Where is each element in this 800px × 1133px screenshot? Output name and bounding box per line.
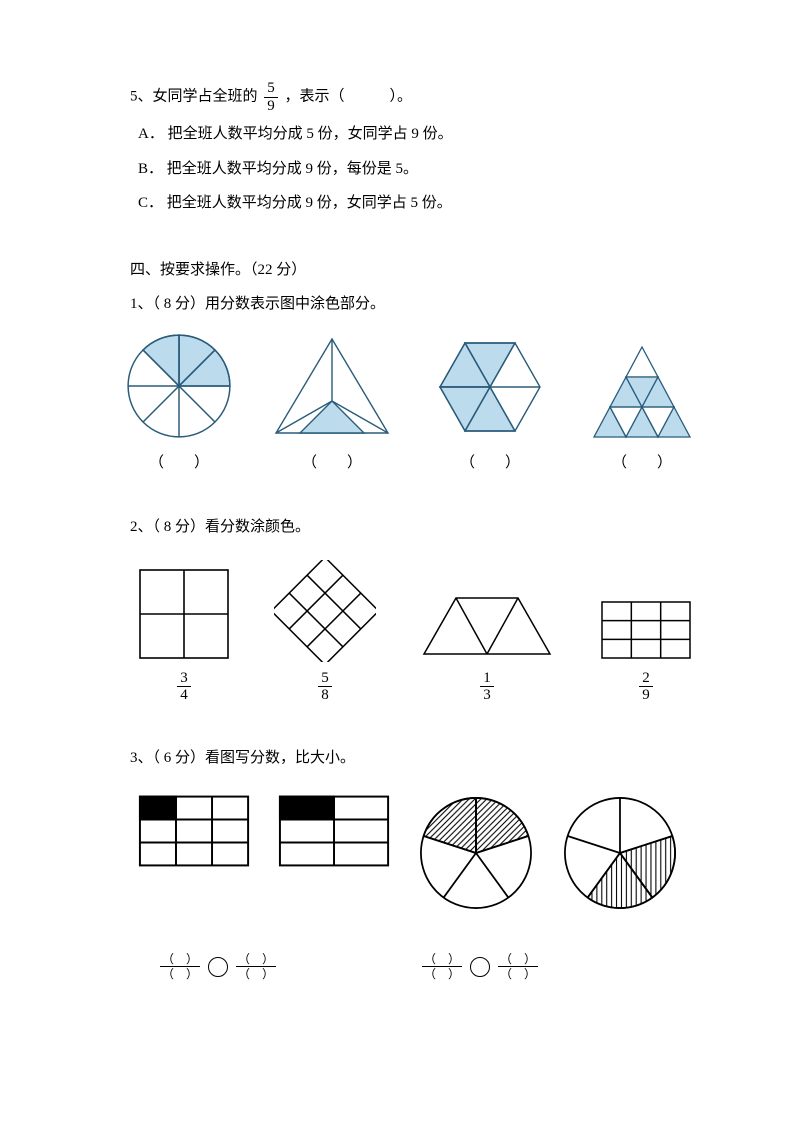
sec4-s1: 1、（ 8 分）用分数表示图中涂色部分。	[130, 290, 680, 319]
q5-frac-den: 9	[264, 98, 278, 115]
fig-hexagon-6: （ ）	[432, 335, 548, 478]
row-3-figures	[136, 792, 680, 914]
f3-den: 3	[480, 687, 494, 704]
q5-optA: A． 把全班人数平均分成 5 份，女同学占 9 份。	[130, 120, 680, 149]
row-1-figures: （ ） （ ）	[126, 333, 680, 478]
fig-rect-9: 2 9	[598, 598, 694, 704]
pfrac-1b-num: （ ）	[236, 952, 276, 967]
fig-triangle-9: （ ）	[586, 341, 698, 478]
sec4-title: 四、按要求操作。（22 分）	[130, 256, 680, 285]
sec4-s3: 3、（ 6 分）看图写分数，比大小。	[130, 744, 680, 773]
q5-fraction: 5 9	[264, 80, 278, 114]
paren-1: （ ）	[149, 449, 209, 478]
frac-3-4: 3 4	[177, 670, 191, 704]
pfrac-1a: （ ） （ ）	[160, 952, 200, 982]
compare-group-1: （ ） （ ） （ ） （ ）	[160, 952, 276, 982]
q5-suffix: ，表示（ ）。	[285, 88, 413, 104]
compare-group-2: （ ） （ ） （ ） （ ）	[422, 952, 538, 982]
q5-stem: 5、女同学占全班的 5 9 ，表示（ ）。	[130, 80, 680, 114]
circle-op-2	[470, 957, 490, 977]
trapezoid-3-svg	[418, 590, 556, 662]
q5-optB: B． 把全班人数平均分成 9 份，每份是 5。	[130, 155, 680, 184]
pfrac-2b-num: （ ）	[498, 952, 538, 967]
fig-trapezoid-3: 1 3	[418, 590, 556, 704]
paren-4: （ ）	[612, 449, 672, 478]
pfrac-2b: （ ） （ ）	[498, 952, 538, 982]
f2-num: 5	[318, 670, 332, 688]
row-2-figures: 3 4 5 8	[136, 560, 680, 704]
paren-2: （ ）	[302, 449, 362, 478]
pfrac-2a-den: （ ）	[422, 967, 462, 981]
pfrac-2a: （ ） （ ）	[422, 952, 462, 982]
compare-row: （ ） （ ） （ ） （ ） （ ） （ ） （ ） （ ）	[160, 952, 680, 982]
fig-square-4: 3 4	[136, 566, 232, 704]
f4-num: 2	[639, 670, 653, 688]
circle-compare-2-svg	[560, 792, 680, 914]
rect-9-svg	[598, 598, 694, 662]
f1-den: 4	[177, 687, 191, 704]
circle-compare-1-svg	[416, 792, 536, 914]
pfrac-1a-num: （ ）	[160, 952, 200, 967]
sec4-s2: 2、（ 8 分）看分数涂颜色。	[130, 513, 680, 542]
rect-compare-2-svg	[276, 792, 392, 870]
f1-num: 3	[177, 670, 191, 688]
pfrac-1b-den: （ ）	[236, 967, 276, 981]
q5-frac-num: 5	[264, 80, 278, 98]
rect-compare-1-svg	[136, 792, 252, 870]
frac-2-9: 2 9	[639, 670, 653, 704]
square-4-svg	[136, 566, 232, 662]
q5-optC: C． 把全班人数平均分成 9 份，女同学占 5 份。	[130, 189, 680, 218]
triangle-9-svg	[586, 341, 698, 439]
pfrac-1a-den: （ ）	[160, 967, 200, 981]
f4-den: 9	[639, 687, 653, 704]
fig-triangle-3: （ ）	[270, 333, 394, 478]
frac-5-8: 5 8	[318, 670, 332, 704]
q5-options: A． 把全班人数平均分成 5 份，女同学占 9 份。 B． 把全班人数平均分成 …	[130, 120, 680, 218]
f2-den: 8	[318, 687, 332, 704]
pfrac-2a-num: （ ）	[422, 952, 462, 967]
diamond-8-svg	[274, 560, 376, 662]
f3-num: 1	[480, 670, 494, 688]
circle-8-svg	[126, 333, 232, 439]
q5-prefix: 5、女同学占全班的	[130, 88, 261, 104]
circle-op-1	[208, 957, 228, 977]
paren-3: （ ）	[460, 449, 520, 478]
section-4: 四、按要求操作。（22 分） 1、（ 8 分）用分数表示图中涂色部分。 （ ）	[130, 256, 680, 982]
pfrac-1b: （ ） （ ）	[236, 952, 276, 982]
hexagon-6-svg	[432, 335, 548, 439]
pfrac-2b-den: （ ）	[498, 967, 538, 981]
triangle-3-svg	[270, 333, 394, 439]
fig-diamond-8: 5 8	[274, 560, 376, 704]
fig-circle-8: （ ）	[126, 333, 232, 478]
frac-1-3: 1 3	[480, 670, 494, 704]
